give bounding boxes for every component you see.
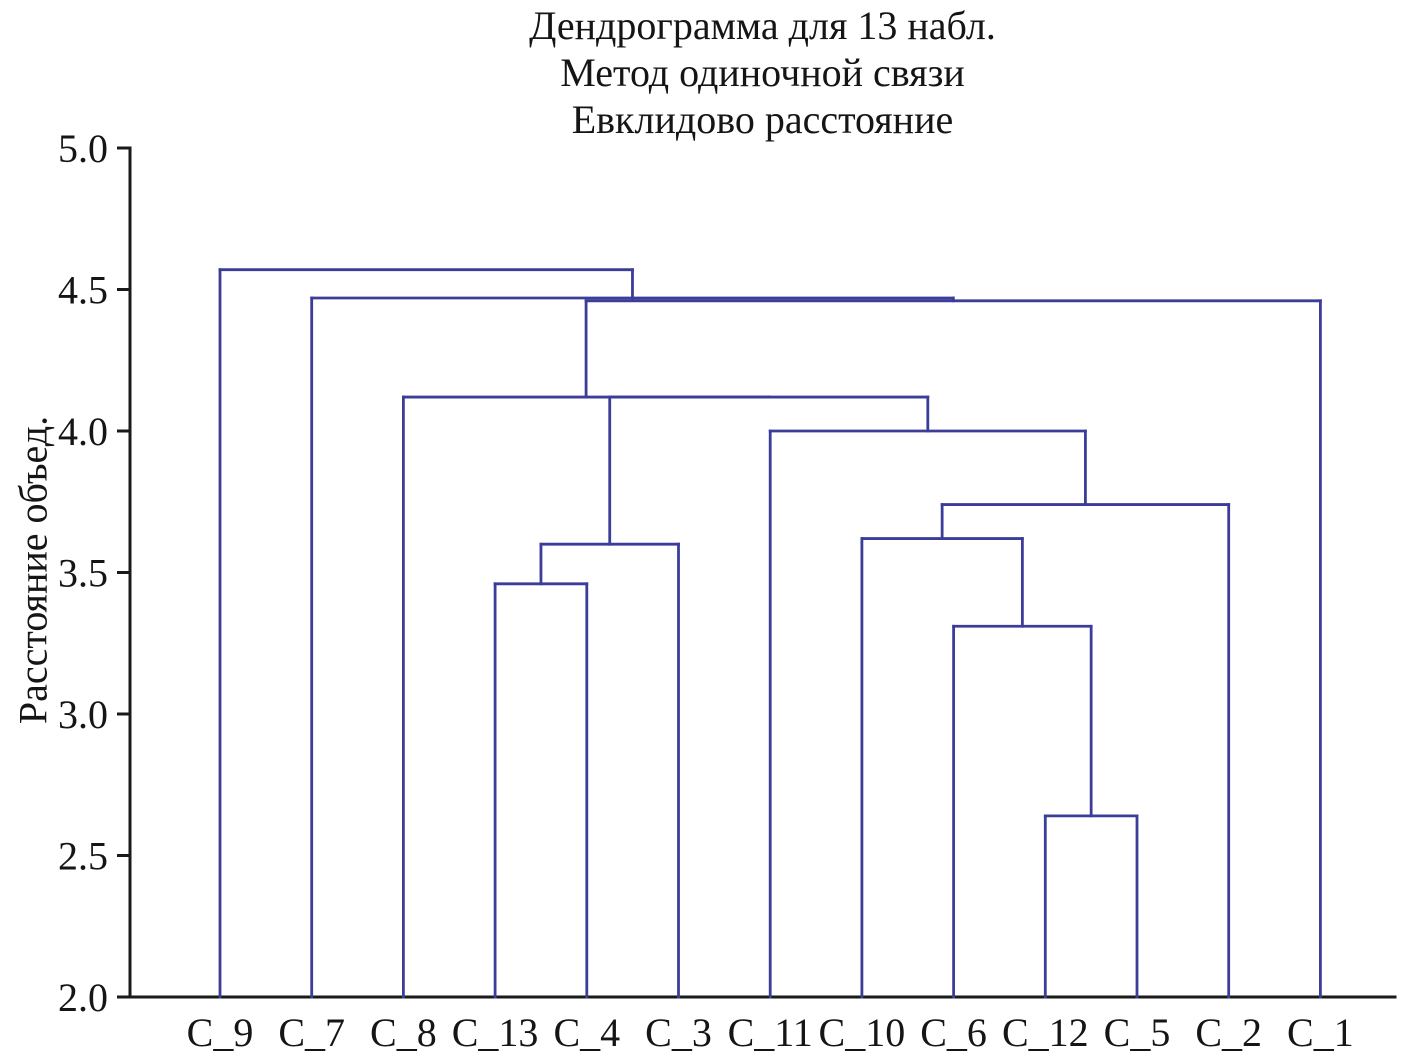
- x-axis-leaf-label: C_13: [452, 1010, 539, 1055]
- x-axis-leaf-label: C_5: [1104, 1010, 1171, 1055]
- x-axis-leaf-label: C_8: [370, 1010, 437, 1055]
- x-axis-leaf-label: C_12: [1002, 1010, 1089, 1055]
- y-axis-tick-label: 3.5: [58, 551, 108, 596]
- x-axis-leaf-label: C_9: [187, 1010, 254, 1055]
- y-axis-tick-label: 3.0: [58, 692, 108, 737]
- x-axis-leaf-label: C_10: [819, 1010, 906, 1055]
- chart-title: Дендрограмма для 13 набл.: [529, 3, 996, 48]
- y-axis-tick-label: 2.0: [58, 975, 108, 1020]
- y-axis-tick-label: 5.0: [58, 126, 108, 171]
- chart-subtitle-distance: Евклидово расстояние: [571, 97, 954, 142]
- x-axis-leaf-label: C_3: [645, 1010, 712, 1055]
- x-axis-leaf-label: C_7: [278, 1010, 345, 1055]
- chart-title-block: Дендрограмма для 13 набл. Метод одиночно…: [130, 2, 1395, 143]
- y-axis-tick-label: 4.0: [58, 409, 108, 454]
- x-axis-leaf-label: C_11: [728, 1010, 813, 1055]
- y-axis-tick-label: 2.5: [58, 834, 108, 879]
- x-axis-leaf-label: C_2: [1195, 1010, 1262, 1055]
- x-axis-leaf-label: C_1: [1287, 1010, 1354, 1055]
- chart-subtitle-method: Метод одиночной связи: [560, 50, 965, 95]
- x-axis-leaf-label: C_6: [920, 1010, 987, 1055]
- x-axis-leaf-label: C_4: [553, 1010, 620, 1055]
- y-axis-tick-label: 4.5: [58, 268, 108, 313]
